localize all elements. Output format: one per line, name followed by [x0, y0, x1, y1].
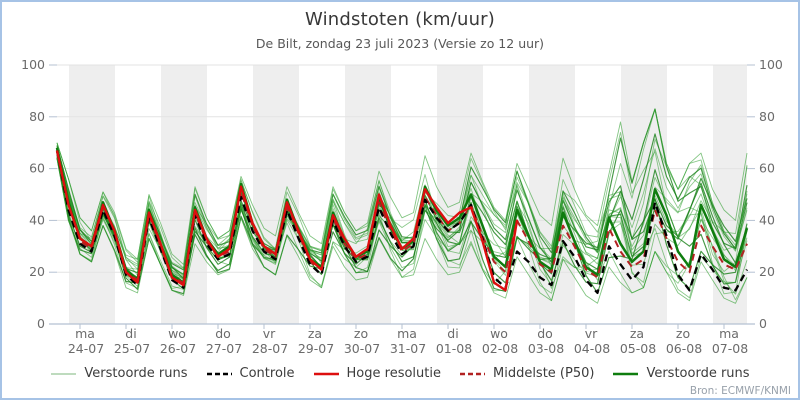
chart-title: Windstoten (km/uur): [304, 9, 496, 30]
ensemble-member-line: [56, 131, 748, 270]
ensemble-member-line: [56, 147, 748, 269]
legend-item-label: Verstoorde runs: [646, 366, 750, 381]
y-tick-label-right: 80: [759, 109, 775, 124]
legend-line-swatch: [613, 372, 639, 375]
y-tick-label-right: 0: [759, 316, 767, 331]
x-tick-day-label: di: [447, 326, 458, 341]
x-tick-day-label: di: [125, 326, 136, 341]
legend-item: Hoge resolutie: [313, 366, 441, 381]
legend: Verstoorde runs Controle Hoge resolutie Mid…: [2, 366, 798, 381]
x-tick-day-label: zo: [354, 326, 368, 341]
x-tick-date-label: 29-07: [298, 341, 334, 356]
x-tick-day-label: za: [308, 326, 322, 341]
y-tick-label-left: 80: [29, 109, 45, 124]
x-tick-date-label: 26-07: [160, 341, 196, 356]
x-tick-day-label: ma: [75, 326, 95, 341]
y-tick-label-right: 60: [759, 161, 775, 176]
x-tick-day-label: ma: [719, 326, 739, 341]
x-tick-date-label: 31-07: [390, 341, 426, 356]
chart-subtitle: De Bilt, zondag 23 juli 2023 (Versie zo …: [255, 36, 545, 51]
x-tick-date-label: 28-07: [252, 341, 288, 356]
x-tick-date-label: 30-07: [344, 341, 380, 356]
y-tick-label-left: 20: [29, 264, 45, 279]
ensemble-member-line: [56, 133, 748, 290]
legend-line-swatch: [313, 372, 339, 375]
ensemble-member-line: [56, 147, 748, 290]
ensemble-envelope-max-line: [56, 108, 748, 265]
x-tick-day-label: za: [630, 326, 644, 341]
ensemble-envelope-min-line: [56, 158, 748, 304]
x-tick-date-label: 04-08: [574, 341, 610, 356]
x-tick-date-label: 25-07: [114, 341, 150, 356]
attribution-text: Bron: ECMWF/KNMI: [689, 385, 791, 397]
legend-item-label: Verstoorde runs: [84, 366, 188, 381]
day-band: [253, 65, 299, 324]
controle-line: [55, 150, 749, 295]
legend-item: Verstoorde runs: [50, 366, 188, 381]
y-tick-label-left: 60: [29, 161, 45, 176]
x-tick-day-label: zo: [676, 326, 690, 341]
x-tick-day-label: wo: [490, 326, 508, 341]
x-tick-date-label: 07-08: [712, 341, 748, 356]
x-tick-date-label: 27-07: [206, 341, 242, 356]
legend-item: Middelste (P50): [459, 366, 594, 381]
x-tick-day-label: ma: [397, 326, 417, 341]
x-tick-date-label: 05-08: [620, 341, 656, 356]
x-tick-date-label: 06-08: [666, 341, 702, 356]
legend-item-label: Hoge resolutie: [346, 366, 441, 381]
legend-line-swatch: [459, 372, 485, 375]
legend-item-label: Middelste (P50): [492, 366, 595, 381]
x-tick-day-label: vr: [585, 326, 598, 341]
legend-item-label: Controle: [239, 366, 295, 381]
legend-item: Controle: [206, 366, 295, 381]
x-tick-day-label: do: [537, 326, 553, 341]
y-tick-label-left: 40: [29, 212, 45, 227]
hoge-resolutie-line: [55, 150, 519, 292]
x-tick-day-label: vr: [263, 326, 276, 341]
y-tick-label-right: 40: [759, 212, 775, 227]
x-tick-day-label: wo: [168, 326, 186, 341]
x-tick-date-label: 03-08: [528, 341, 564, 356]
y-tick-label-left: 100: [21, 57, 45, 72]
x-tick-day-label: do: [215, 326, 231, 341]
day-band: [437, 65, 483, 324]
y-tick-label-left: 0: [37, 316, 45, 331]
legend-item: Verstoorde runs: [612, 366, 750, 381]
x-tick-date-label: 02-08: [482, 341, 518, 356]
x-tick-date-label: 01-08: [436, 341, 472, 356]
legend-line-swatch: [206, 372, 232, 375]
ensemble-member-line: [56, 148, 748, 299]
legend-line-swatch: [51, 372, 77, 375]
y-tick-label-right: 20: [759, 264, 775, 279]
y-tick-label-right: 100: [759, 57, 783, 72]
day-band: [69, 65, 115, 324]
x-tick-date-label: 24-07: [68, 341, 104, 356]
